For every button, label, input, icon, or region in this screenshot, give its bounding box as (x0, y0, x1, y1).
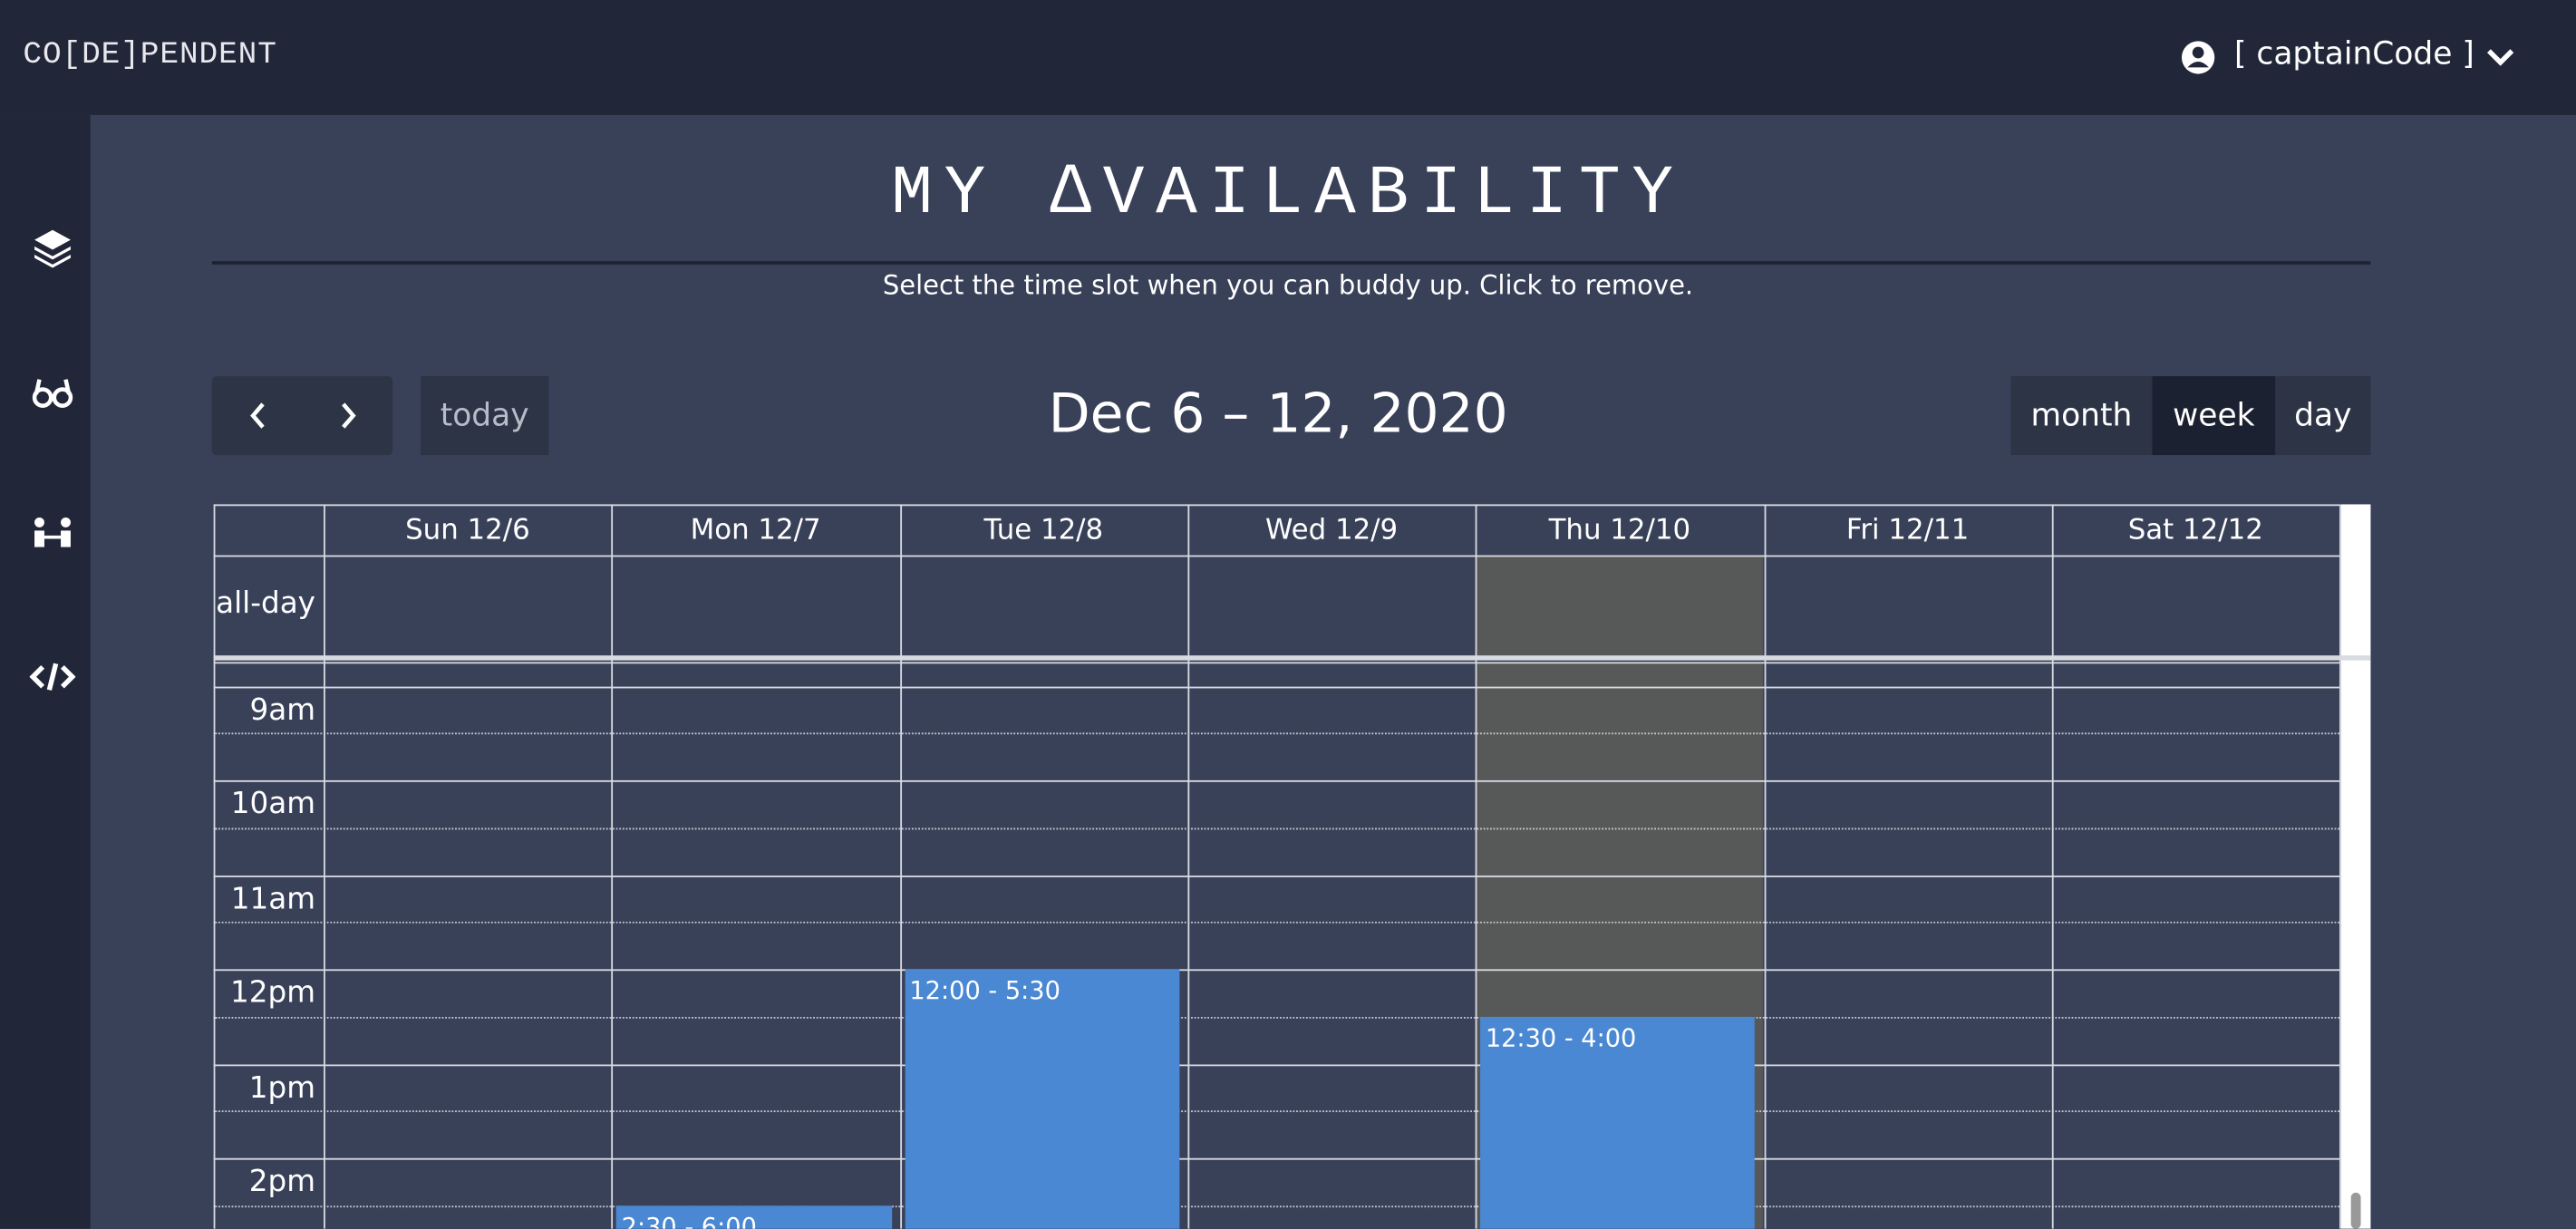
grid-line (213, 779, 2339, 782)
code-icon[interactable] (29, 663, 76, 691)
scrollbar[interactable] (2340, 504, 2371, 1229)
glasses-icon[interactable] (32, 379, 73, 408)
scroll-thumb[interactable] (2350, 1192, 2361, 1229)
day-header: Fri 12/11 (1845, 514, 1970, 547)
grid-line (213, 732, 2339, 735)
event[interactable]: 2:30 - 6:00 (616, 1205, 892, 1229)
grid-line (1187, 504, 1190, 1229)
grid-line (899, 504, 902, 1229)
grid-line (213, 922, 2339, 924)
view-button[interactable]: week (2152, 376, 2276, 456)
grid-line (213, 504, 216, 1229)
day-header: Sat 12/12 (2127, 514, 2263, 547)
grid-line (1763, 504, 1766, 1229)
today-highlight (1475, 555, 1764, 656)
grid-line (213, 1205, 2339, 1207)
sidebar-icons (29, 229, 76, 691)
grid-line (1475, 504, 1477, 1229)
dropdown-icon[interactable] (2484, 43, 2517, 73)
date-range: Dec 6 – 12, 2020 (1048, 381, 1508, 446)
today-button[interactable]: today (421, 376, 549, 456)
grid-line (2051, 504, 2054, 1229)
subtitle: Select the time slot when you can buddy … (882, 269, 1694, 301)
grid-line (213, 1110, 2339, 1113)
time-label: 1pm (248, 1069, 315, 1105)
user-icon (2182, 41, 2215, 74)
time-label: 2pm (248, 1165, 315, 1200)
day-header: Mon 12/7 (690, 514, 821, 547)
day-header: Sun 12/6 (405, 514, 530, 547)
day-header: Tue 12/8 (983, 514, 1104, 547)
layers-icon[interactable] (34, 229, 71, 268)
buddy-icon[interactable] (34, 517, 71, 547)
grid-line (324, 504, 325, 1229)
all-day-label: all-day (216, 586, 315, 622)
page-title: MY ∆VAILABILITY (891, 154, 1685, 234)
time-label: 11am (230, 881, 315, 916)
user-name[interactable]: [ captainCode ] (2234, 35, 2474, 73)
time-label: 10am (230, 787, 315, 822)
view-button[interactable]: day (2275, 376, 2371, 456)
grid-line (213, 555, 2339, 557)
grid-line (213, 685, 2339, 688)
event[interactable]: 12:30 - 4:00 (1480, 1016, 1756, 1229)
event[interactable]: 12:00 - 5:30 (904, 969, 1180, 1229)
grid-line (213, 662, 2339, 664)
grid-line (213, 1157, 2339, 1160)
time-label: 12pm (229, 975, 315, 1011)
grid-line (213, 827, 2339, 829)
day-header: Wed 12/9 (1264, 514, 1399, 547)
grid-line (213, 655, 2371, 661)
grid-line (213, 1063, 2339, 1066)
day-header: Thu 12/10 (1548, 514, 1691, 547)
top-bar (0, 0, 2576, 115)
grid-line (2339, 504, 2341, 1229)
brand[interactable]: CO[DE]PENDENT (23, 35, 277, 73)
grid-line (213, 875, 2339, 876)
grid-line (611, 504, 614, 1229)
grid-line (213, 504, 2339, 507)
nav-buttons (211, 376, 393, 456)
grid-line (213, 1016, 2339, 1019)
view-button[interactable]: month (2010, 376, 2153, 456)
nav-arrows[interactable] (212, 376, 392, 455)
sidebar (0, 114, 91, 1229)
grid-line (213, 969, 2339, 972)
title-rule (211, 261, 2371, 265)
time-label: 9am (249, 692, 315, 728)
